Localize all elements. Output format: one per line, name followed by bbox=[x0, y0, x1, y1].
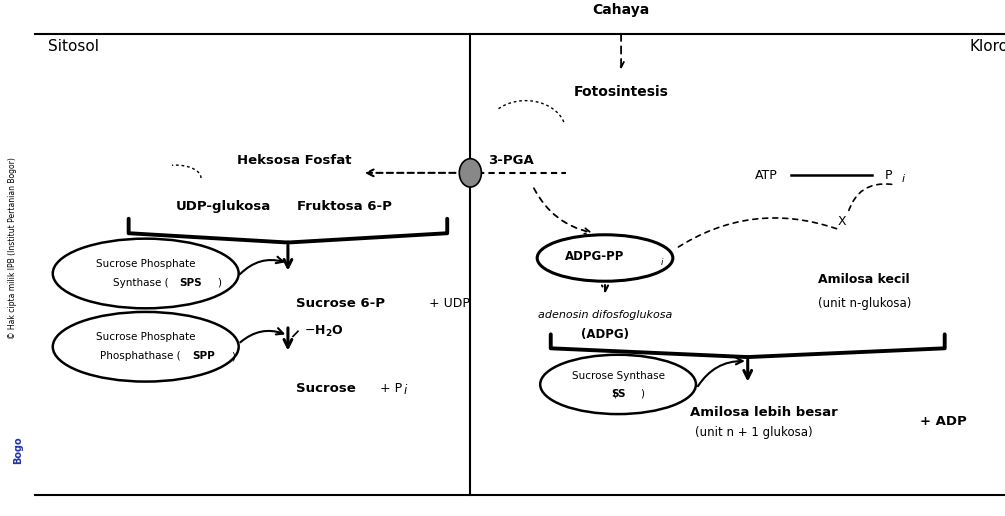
Text: i: i bbox=[901, 174, 904, 184]
Text: Sucrose: Sucrose bbox=[295, 382, 356, 395]
Text: (unit n + 1 glukosa): (unit n + 1 glukosa) bbox=[694, 426, 813, 439]
Text: Sucrose Phosphate: Sucrose Phosphate bbox=[95, 259, 196, 269]
Text: $_i$: $_i$ bbox=[660, 253, 664, 267]
Text: Amilosa lebih besar: Amilosa lebih besar bbox=[689, 406, 838, 419]
Text: Phosphathase (: Phosphathase ( bbox=[100, 351, 181, 361]
Text: Kloro: Kloro bbox=[970, 39, 1005, 54]
Ellipse shape bbox=[538, 235, 673, 281]
Text: (: ( bbox=[612, 389, 616, 399]
Text: Bogo: Bogo bbox=[13, 437, 23, 464]
Text: 3-PGA: 3-PGA bbox=[488, 154, 535, 167]
Text: ): ) bbox=[217, 278, 221, 288]
Text: adenosin difosfoglukosa: adenosin difosfoglukosa bbox=[538, 310, 672, 319]
Text: Sucrose 6-P: Sucrose 6-P bbox=[295, 297, 385, 310]
Text: SPP: SPP bbox=[193, 351, 215, 361]
Text: SS: SS bbox=[611, 389, 625, 399]
Text: i: i bbox=[403, 384, 407, 397]
Text: Sitosol: Sitosol bbox=[48, 39, 99, 54]
Text: X: X bbox=[838, 215, 846, 229]
Text: Fruktosa 6-P: Fruktosa 6-P bbox=[297, 200, 392, 213]
Ellipse shape bbox=[52, 238, 239, 309]
Text: P: P bbox=[884, 169, 891, 182]
Ellipse shape bbox=[541, 355, 695, 414]
Text: SPS: SPS bbox=[180, 278, 202, 288]
Text: (ADPG): (ADPG) bbox=[581, 328, 629, 341]
Text: ADPG-PP: ADPG-PP bbox=[565, 250, 625, 263]
Text: (unit n‐glukosa): (unit n‐glukosa) bbox=[818, 297, 911, 310]
Text: Synthase (: Synthase ( bbox=[113, 278, 169, 288]
Text: Fotosintesis: Fotosintesis bbox=[574, 85, 668, 99]
Text: + P: + P bbox=[380, 382, 403, 395]
Text: Sucrose Synthase: Sucrose Synthase bbox=[572, 371, 664, 381]
Ellipse shape bbox=[52, 312, 239, 382]
Ellipse shape bbox=[459, 158, 481, 187]
Text: ): ) bbox=[640, 389, 644, 399]
Text: Heksosa Fosfat: Heksosa Fosfat bbox=[237, 154, 352, 167]
Text: + ADP: + ADP bbox=[920, 415, 967, 428]
Text: Cahaya: Cahaya bbox=[593, 3, 649, 17]
Text: + UDP: + UDP bbox=[429, 297, 469, 310]
Text: UDP-glukosa: UDP-glukosa bbox=[176, 200, 271, 213]
Text: ATP: ATP bbox=[755, 169, 777, 182]
Text: © Hak cipta milik IPB (Institut Pertanian Bogor): © Hak cipta milik IPB (Institut Pertania… bbox=[8, 157, 16, 338]
Text: Amilosa kecil: Amilosa kecil bbox=[818, 273, 911, 286]
Text: ): ) bbox=[231, 351, 235, 361]
Text: Sucrose Phosphate: Sucrose Phosphate bbox=[95, 332, 196, 343]
Text: $-\bf{H_2O}$: $-\bf{H_2O}$ bbox=[305, 324, 344, 339]
